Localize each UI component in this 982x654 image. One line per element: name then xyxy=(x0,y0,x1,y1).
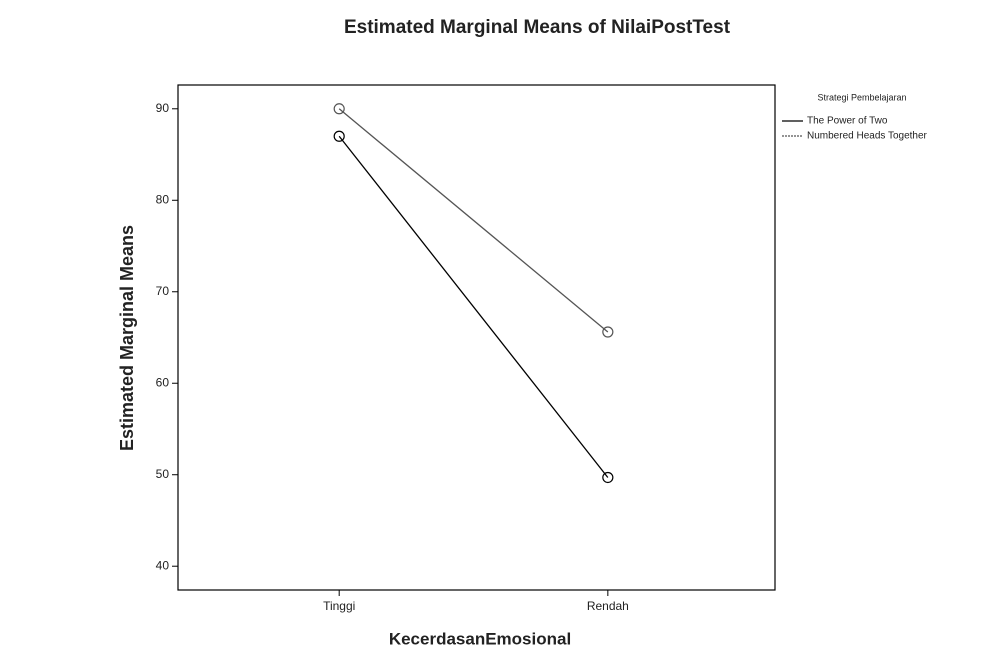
y-tick-label: 40 xyxy=(156,558,170,572)
plot-frame xyxy=(178,85,775,590)
y-tick-label: 50 xyxy=(156,467,170,481)
series-line xyxy=(339,136,608,477)
y-tick-label: 60 xyxy=(156,375,170,389)
chart-title: Estimated Marginal Means of NilaiPostTes… xyxy=(344,17,731,38)
legend-label: Numbered Heads Together xyxy=(807,131,928,142)
x-tick-label: Rendah xyxy=(587,599,629,613)
x-tick-label: Tinggi xyxy=(323,599,355,613)
y-tick-label: 70 xyxy=(156,284,170,298)
page: Estimated Marginal Means of NilaiPostTes… xyxy=(0,0,982,654)
y-tick-label: 90 xyxy=(156,101,170,115)
chart: Estimated Marginal Means of NilaiPostTes… xyxy=(0,0,982,654)
y-axis-label: Estimated Marginal Means xyxy=(117,225,137,451)
legend-label: The Power of Two xyxy=(807,116,888,127)
series-line xyxy=(339,109,608,332)
y-tick-label: 80 xyxy=(156,192,170,206)
x-axis-label: KecerdasanEmosional xyxy=(389,629,571,648)
legend-title: Strategi Pembelajaran xyxy=(817,92,906,102)
